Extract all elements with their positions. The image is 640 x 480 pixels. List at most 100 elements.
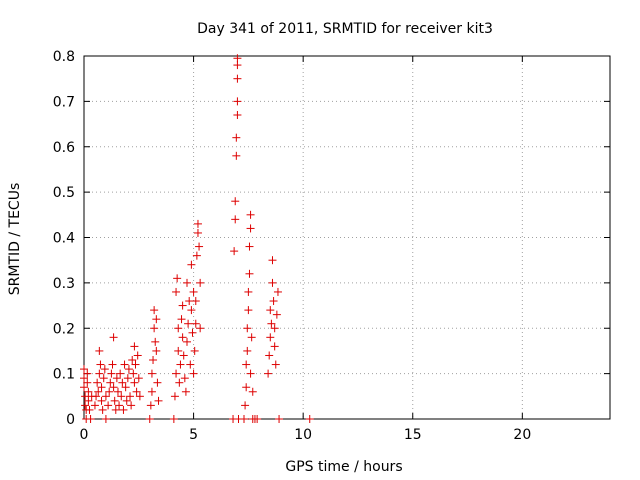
data-point	[149, 356, 158, 365]
data-point	[146, 401, 155, 410]
data-point	[187, 306, 196, 315]
data-point	[266, 333, 275, 342]
y-tick-label: 0.5	[53, 185, 75, 201]
data-point	[192, 251, 201, 260]
data-point	[98, 405, 107, 414]
data-point	[101, 415, 110, 423]
data-point	[121, 383, 130, 392]
data-point	[178, 301, 187, 310]
data-point	[305, 415, 314, 423]
data-point	[109, 333, 118, 342]
data-point	[245, 269, 254, 278]
data-point	[151, 337, 160, 346]
data-point	[126, 392, 135, 401]
data-point	[247, 333, 256, 342]
x-tick-label: 0	[80, 427, 89, 443]
data-point	[97, 396, 106, 405]
data-point	[232, 133, 241, 142]
data-point	[241, 401, 250, 410]
data-point	[174, 346, 183, 355]
data-point	[181, 387, 190, 396]
data-point	[230, 247, 239, 256]
y-tick-label: 0.1	[53, 367, 75, 383]
data-point	[150, 324, 159, 333]
chart-title: Day 341 of 2011, SRMTID for receiver kit…	[197, 21, 493, 37]
data-point	[270, 342, 279, 351]
data-point	[183, 337, 192, 346]
data-point	[184, 319, 193, 328]
x-axis-label: GPS time / hours	[285, 459, 402, 475]
data-point	[270, 324, 279, 333]
data-point	[246, 210, 255, 219]
data-point	[231, 197, 240, 206]
data-point	[172, 369, 181, 378]
data-point	[245, 242, 254, 251]
data-point	[187, 260, 196, 269]
data-point	[242, 383, 251, 392]
data-point	[116, 369, 125, 378]
data-point	[131, 360, 140, 369]
data-point	[100, 365, 109, 374]
data-point	[129, 369, 138, 378]
data-point	[170, 392, 179, 401]
data-point	[265, 351, 274, 360]
data-point	[112, 374, 121, 383]
data-point	[233, 110, 242, 119]
data-point	[111, 405, 120, 414]
data-point	[232, 151, 241, 160]
plot-frame	[83, 55, 611, 420]
data-point	[152, 346, 161, 355]
data-point	[135, 392, 144, 401]
data-point	[190, 346, 199, 355]
data-point	[117, 392, 126, 401]
data-point	[97, 383, 106, 392]
data-point	[130, 342, 139, 351]
data-point	[233, 97, 242, 106]
data-point	[244, 306, 253, 315]
data-point	[90, 401, 99, 410]
x-tick-label: 5	[189, 427, 198, 443]
data-point	[239, 415, 248, 423]
data-point	[85, 405, 94, 414]
data-point	[178, 333, 187, 342]
y-tick-label: 0.2	[53, 321, 75, 337]
data-point	[127, 401, 136, 410]
data-point	[176, 360, 185, 369]
data-point	[92, 392, 101, 401]
data-point	[266, 306, 275, 315]
data-point	[253, 415, 262, 423]
data-point	[264, 369, 273, 378]
data-point	[123, 374, 132, 383]
data-point	[269, 297, 278, 306]
data-point	[231, 215, 240, 224]
data-point	[150, 306, 159, 315]
data-point	[189, 369, 198, 378]
data-point	[128, 356, 137, 365]
data-point	[242, 360, 251, 369]
data-point	[154, 396, 163, 405]
data-point	[101, 392, 110, 401]
data-point	[95, 369, 104, 378]
data-point	[193, 219, 202, 228]
data-point	[174, 324, 183, 333]
data-point	[189, 287, 198, 296]
data-point	[273, 287, 282, 296]
y-tick-label: 0.3	[53, 276, 75, 292]
data-point	[243, 346, 252, 355]
grid	[84, 56, 610, 419]
data-point	[186, 360, 195, 369]
y-axis-label: SRMTID / TECUs	[7, 183, 23, 296]
data-point	[177, 315, 186, 324]
y-tick-label: 0.4	[53, 231, 75, 247]
data-point	[133, 351, 142, 360]
data-point	[272, 310, 281, 319]
data-point	[180, 374, 189, 383]
data-point	[152, 315, 161, 324]
data-point	[84, 387, 93, 396]
data-point	[120, 360, 129, 369]
y-tick-label: 0.8	[53, 49, 75, 65]
data-point	[99, 374, 108, 383]
x-tick-label: 15	[404, 427, 422, 443]
data-point	[134, 374, 143, 383]
